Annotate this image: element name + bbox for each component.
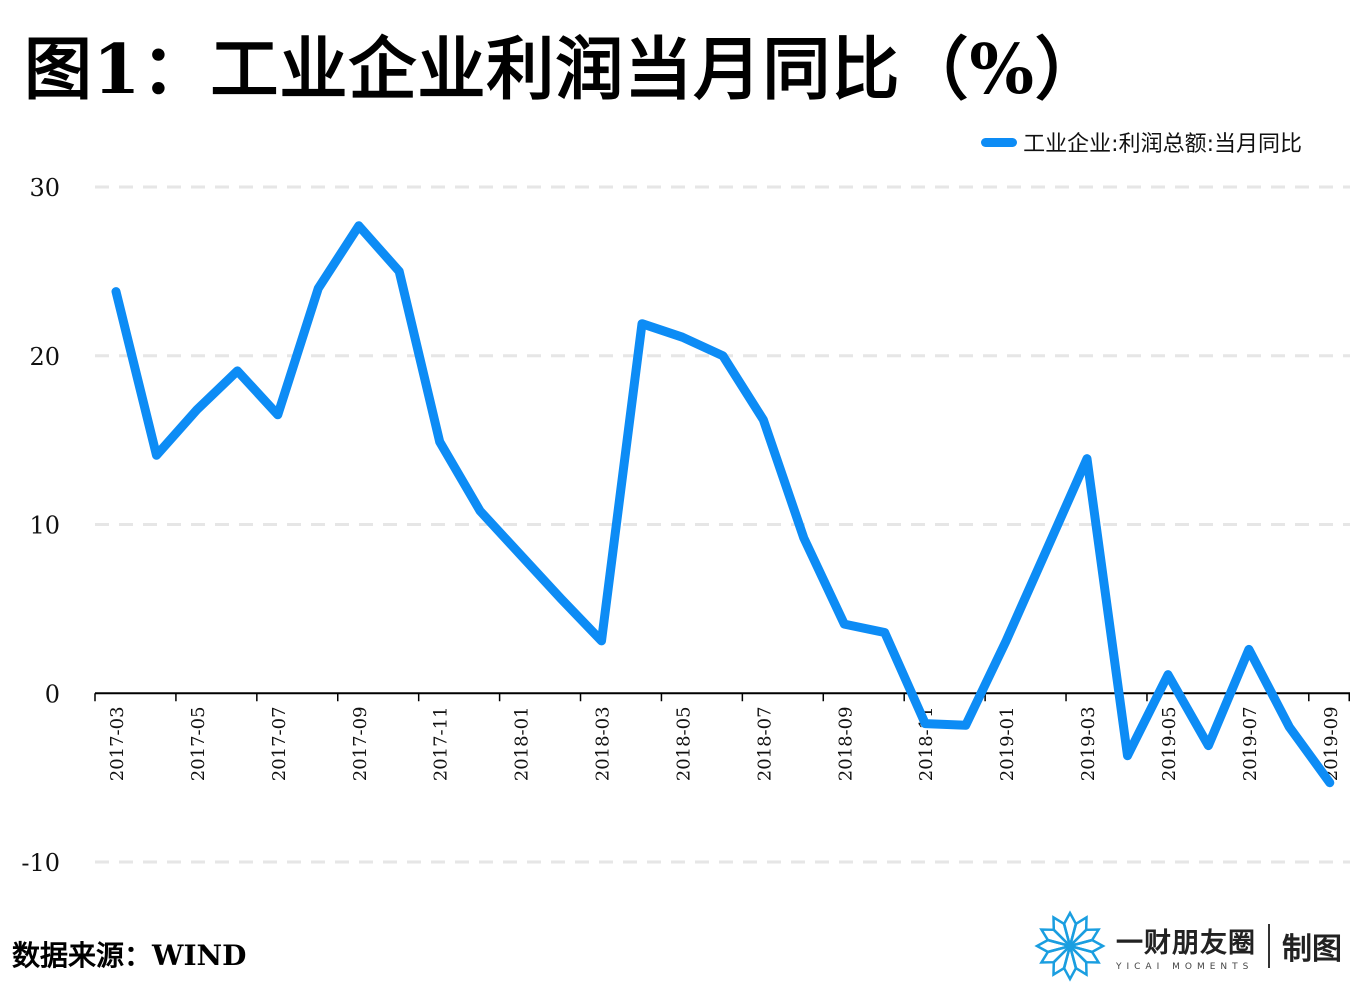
y-tick-label: 0 [45, 680, 60, 708]
series-line [111, 221, 1335, 788]
logo-petal [1052, 915, 1073, 951]
x-tick-label: 2018-03 [593, 706, 614, 781]
brand-divider [1268, 924, 1270, 968]
y-tick-label: 10 [29, 512, 60, 540]
legend-label: 工业企业:利润总额:当月同比 [1023, 132, 1302, 157]
brand-subtitle: YICAI MOMENTS [1116, 961, 1254, 972]
x-tick-label: 2017-03 [107, 706, 128, 781]
x-tick-label: 2019-03 [1078, 706, 1099, 781]
data-source: 数据来源：WIND [12, 939, 247, 972]
chart-legend: 工业企业:利润总额:当月同比 [981, 126, 1302, 158]
x-tick-label: 2018-07 [754, 706, 775, 781]
x-tick-label: 2017-11 [431, 706, 452, 781]
brand-tag: 制图 [1282, 932, 1342, 967]
brand-logo: 一财朋友圈 YICAI MOMENTS 制图 [1034, 910, 1342, 982]
x-tick-label: 2019-09 [1321, 706, 1342, 781]
x-tick-label: 2018-01 [512, 706, 533, 781]
brand-name: 一财朋友圈 [1116, 927, 1256, 959]
x-tick-label: 2017-09 [350, 706, 371, 781]
x-tick-label: 2018-09 [835, 706, 856, 781]
x-axis-ticks: 2017-03 2017-05 2017-07 2017-09 2017-11 2018-… [94, 693, 1351, 781]
y-tick-label: -10 [21, 849, 60, 877]
x-tick-label: 2019-05 [1159, 706, 1180, 781]
x-tick-label: 2017-05 [188, 706, 209, 781]
x-tick-label: 2019-01 [997, 706, 1018, 781]
x-tick-label: 2019-07 [1240, 706, 1261, 781]
snowflake-logo-icon [1034, 910, 1106, 982]
y-axis-ticks: -10 0 10 20 30 [21, 174, 60, 877]
series-lines [111, 221, 1335, 788]
x-tick-label: 2018-05 [673, 706, 694, 781]
legend-swatch [981, 137, 1018, 147]
page-title: 图1：工业企业利润当月同比（%） [24, 30, 1104, 110]
y-tick-label: 30 [29, 174, 60, 202]
x-tick-label: 2017-07 [269, 706, 290, 781]
y-tick-label: 20 [29, 343, 60, 371]
